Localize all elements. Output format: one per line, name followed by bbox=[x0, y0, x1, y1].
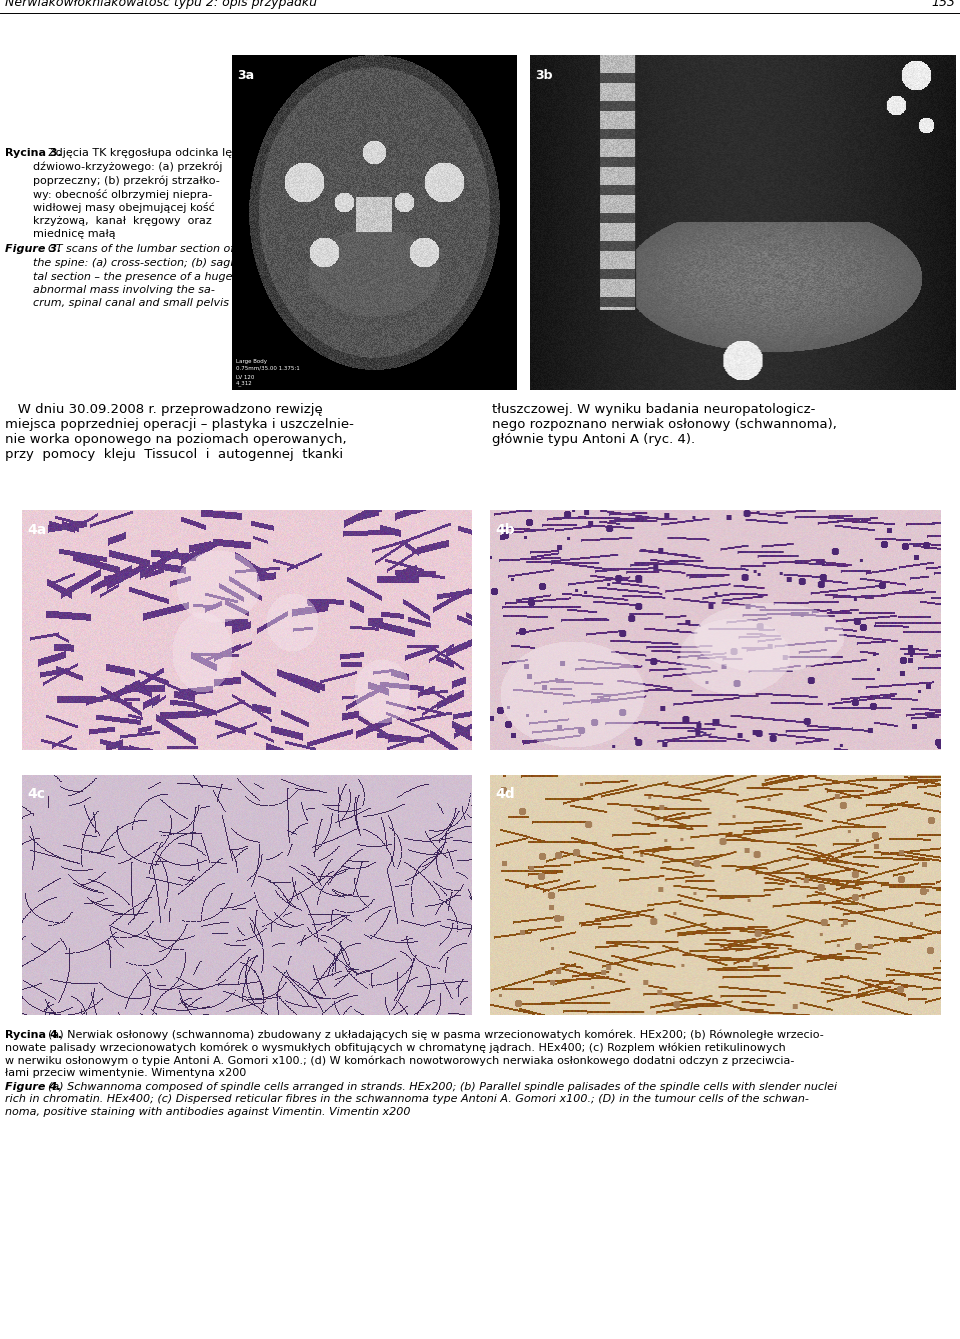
Text: Nerwiakowłókniakowatość typu 2: opis przypadku: Nerwiakowłókniakowatość typu 2: opis prz… bbox=[5, 0, 317, 9]
Text: 4b: 4b bbox=[495, 522, 516, 537]
Text: nowate palisady wrzecionowatych komórek o wysmukłych obfitujących w chromatynę j: nowate palisady wrzecionowatych komórek … bbox=[5, 1043, 785, 1052]
Text: Rycina 3.: Rycina 3. bbox=[5, 149, 61, 158]
Text: 4c: 4c bbox=[28, 787, 45, 802]
Text: przy  pomocy  kleju  Tissucol  i  autogennej  tkanki: przy pomocy kleju Tissucol i autogennej … bbox=[5, 449, 343, 461]
Text: 4d: 4d bbox=[495, 787, 516, 802]
Text: noma, positive staining with antibodies against Vimentin. Vimentin x200: noma, positive staining with antibodies … bbox=[5, 1107, 411, 1117]
Text: 3a: 3a bbox=[237, 70, 254, 82]
Text: 3b: 3b bbox=[535, 70, 553, 82]
Text: widłowej masy obejmującej kość: widłowej masy obejmującej kość bbox=[33, 202, 215, 213]
Text: crum, spinal canal and small pelvis: crum, spinal canal and small pelvis bbox=[33, 299, 229, 308]
Text: tłuszczowej. W wyniku badania neuropatologicz-: tłuszczowej. W wyniku badania neuropatol… bbox=[492, 403, 815, 416]
Text: miednicę małą: miednicę małą bbox=[33, 229, 115, 238]
Text: nego rozpoznano nerwiak osłonowy (schwannoma),: nego rozpoznano nerwiak osłonowy (schwan… bbox=[492, 418, 837, 431]
Text: miejsca poprzedniej operacji – plastyka i uszczelnie-: miejsca poprzedniej operacji – plastyka … bbox=[5, 418, 354, 431]
Text: abnormal mass involving the sa-: abnormal mass involving the sa- bbox=[33, 285, 215, 295]
Text: W dniu 30.09.2008 r. przeprowadzono rewizję: W dniu 30.09.2008 r. przeprowadzono rewi… bbox=[5, 403, 323, 416]
Text: (a) Schwannoma composed of spindle cells arranged in strands. HEx200; (b) Parall: (a) Schwannoma composed of spindle cells… bbox=[48, 1082, 837, 1093]
Text: Zdjęcia TK kręgosłupa odcinka lę-: Zdjęcia TK kręgosłupa odcinka lę- bbox=[48, 149, 236, 158]
Text: nie worka oponowego na poziomach operowanych,: nie worka oponowego na poziomach operowa… bbox=[5, 432, 347, 446]
Text: Large Body
0.75mm/35.00 1.375:1: Large Body 0.75mm/35.00 1.375:1 bbox=[236, 359, 300, 370]
Text: CT scans of the lumbar section of: CT scans of the lumbar section of bbox=[48, 245, 234, 254]
Text: rich in chromatin. HEx400; (c) Dispersed reticular fibres in the schwannoma type: rich in chromatin. HEx400; (c) Dispersed… bbox=[5, 1094, 809, 1105]
Text: 4a: 4a bbox=[28, 522, 47, 537]
Text: dźwiowo-krzyżowego: (a) przekrój: dźwiowo-krzyżowego: (a) przekrój bbox=[33, 162, 223, 171]
Text: wy: obecność olbrzymiej niepra-: wy: obecność olbrzymiej niepra- bbox=[33, 189, 212, 200]
Text: Figure 4.: Figure 4. bbox=[5, 1082, 61, 1093]
Text: Figure 3.: Figure 3. bbox=[5, 245, 61, 254]
Text: tal section – the presence of a huge: tal section – the presence of a huge bbox=[33, 272, 232, 281]
Text: krzyżową,  kanał  kręgowy  oraz: krzyżową, kanał kręgowy oraz bbox=[33, 216, 212, 225]
Text: w nerwiku osłonowym o typie Antoni A. Gomori x100.; (d) W komórkach nowotworowyc: w nerwiku osłonowym o typie Antoni A. Go… bbox=[5, 1055, 794, 1066]
Text: głównie typu Antoni A (ryc. 4).: głównie typu Antoni A (ryc. 4). bbox=[492, 432, 695, 446]
Text: poprzeczny; (b) przekrój strzałko-: poprzeczny; (b) przekrój strzałko- bbox=[33, 175, 220, 186]
Text: 153: 153 bbox=[931, 0, 955, 9]
Text: (a) Nerwiak osłonowy (schwannoma) zbudowany z układających się w pasma wrzeciono: (a) Nerwiak osłonowy (schwannoma) zbudow… bbox=[48, 1030, 824, 1040]
Text: the spine: (a) cross-section; (b) sagit-: the spine: (a) cross-section; (b) sagit- bbox=[33, 258, 242, 268]
Text: LV 120
4_312: LV 120 4_312 bbox=[236, 375, 254, 386]
Text: Rycina 4.: Rycina 4. bbox=[5, 1030, 62, 1040]
Text: łami przeciw wimentynie. Wimentyna x200: łami przeciw wimentynie. Wimentyna x200 bbox=[5, 1067, 247, 1078]
